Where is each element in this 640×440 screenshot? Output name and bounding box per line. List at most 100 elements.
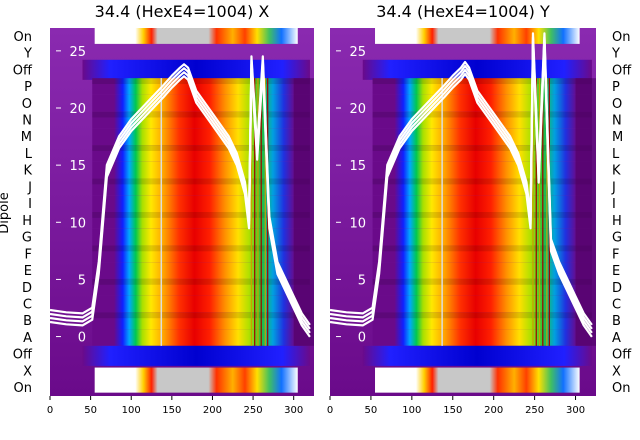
row-label: B — [23, 314, 32, 329]
xtick-label: 100 — [122, 405, 141, 416]
row-label: E — [24, 264, 32, 279]
xtick-label: 250 — [525, 405, 544, 416]
row-label: D — [22, 281, 32, 296]
heatmap-cap-bottom — [375, 367, 580, 393]
heatmap-row-shade — [372, 78, 592, 85]
row-label: On — [14, 30, 32, 45]
heatmap-edge — [293, 78, 314, 346]
row-label: M — [612, 130, 623, 145]
row-label: L — [25, 147, 33, 162]
row-label: On — [612, 381, 630, 396]
row-label: C — [23, 298, 32, 313]
overlay-trace — [49, 55, 311, 326]
overlay-ytick-label: 0 — [78, 331, 86, 346]
heatmap-row — [92, 329, 310, 346]
xtick-label: 150 — [443, 405, 462, 416]
heatmap-row-shade — [372, 145, 592, 151]
heatmap-row-shade — [372, 312, 592, 319]
row-label: O — [22, 97, 32, 112]
row-label: On — [612, 30, 630, 45]
heatmap-band-top — [82, 59, 310, 80]
heatmap-row-shade — [92, 212, 310, 218]
panel-title: 34.4 (HexE4=1004) Y — [376, 2, 550, 21]
row-label: H — [612, 214, 622, 229]
overlay-ytick-label: 5 — [358, 273, 366, 288]
row-label: Off — [612, 63, 632, 78]
xtick-label: 200 — [203, 405, 222, 416]
overlay-ytick-label: 0 — [358, 331, 366, 346]
heatmap-row-shade — [92, 111, 310, 118]
row-label: G — [612, 231, 622, 246]
row-label: J — [27, 180, 32, 195]
overlay-ytick-label: 15 — [349, 159, 366, 174]
heatmap-row — [372, 278, 592, 296]
heatmap-row — [372, 212, 592, 229]
row-label: N — [612, 114, 622, 129]
heatmap-row — [372, 195, 592, 212]
xtick-label: 0 — [47, 405, 53, 416]
row-label: F — [612, 247, 619, 262]
xtick-label: 150 — [162, 405, 181, 416]
heatmap-row — [92, 78, 310, 95]
heatmap-row-shade — [92, 78, 310, 85]
overlay-ytick-label: 15 — [69, 159, 86, 174]
heatmap-row — [92, 161, 310, 179]
overlay-ytick-label: 20 — [69, 102, 86, 117]
heatmap-row — [372, 295, 592, 313]
row-label: H — [22, 214, 32, 229]
xtick-label: 50 — [365, 405, 378, 416]
heatmap-row — [92, 195, 310, 212]
xtick-label: 0 — [327, 405, 333, 416]
heatmap-row — [92, 212, 310, 229]
row-label: X — [23, 364, 32, 379]
overlay-ytick-label: 10 — [69, 216, 86, 231]
row-label: X — [612, 364, 621, 379]
heatmap-band-bottom — [82, 345, 310, 366]
heatmap-row-shade — [92, 278, 310, 285]
heatmap-row — [372, 329, 592, 346]
heatmap-row-shade — [92, 178, 310, 185]
overlay-ytick-label: 10 — [349, 216, 366, 231]
xtick-label: 300 — [566, 405, 585, 416]
xtick-label: 50 — [84, 405, 97, 416]
row-label: Off — [612, 348, 632, 363]
row-label: F — [25, 247, 32, 262]
row-label: C — [612, 298, 621, 313]
heatmap-band-top — [362, 59, 592, 80]
row-label: E — [612, 264, 620, 279]
heatmap-row — [372, 161, 592, 179]
row-label: A — [612, 331, 621, 346]
xtick-label: 250 — [244, 405, 263, 416]
overlay-ytick-label: 20 — [349, 102, 366, 117]
row-label: L — [612, 147, 620, 162]
heatmap-row — [92, 245, 310, 263]
heatmap-row-shade — [92, 145, 310, 151]
heatmap-row-shade — [372, 212, 592, 218]
row-label: A — [23, 331, 32, 346]
overlay-ytick-label: 5 — [78, 273, 86, 288]
heatmap-row — [372, 228, 592, 246]
xtick-label: 300 — [284, 405, 303, 416]
heatmap-row — [372, 245, 592, 263]
row-label: P — [612, 80, 620, 95]
heatmap-band-bottom — [362, 345, 592, 366]
heatmap-row — [92, 262, 310, 279]
heatmap-row — [92, 295, 310, 313]
heatmap-row-shade — [372, 178, 592, 185]
row-label: K — [23, 164, 32, 179]
heatmap-row-shade — [92, 245, 310, 252]
row-label: G — [22, 231, 32, 246]
row-label: Off — [13, 348, 33, 363]
row-label: K — [612, 164, 621, 179]
heatmap-row — [372, 262, 592, 279]
row-label: M — [21, 130, 32, 145]
heatmap-row — [92, 178, 310, 196]
heatmap-cap-bottom — [94, 367, 298, 393]
heatmap-row — [92, 312, 310, 330]
heatmap-row-shade — [372, 245, 592, 252]
heatmap-cap-top — [94, 28, 298, 44]
overlay-ytick-label: 25 — [349, 45, 366, 60]
